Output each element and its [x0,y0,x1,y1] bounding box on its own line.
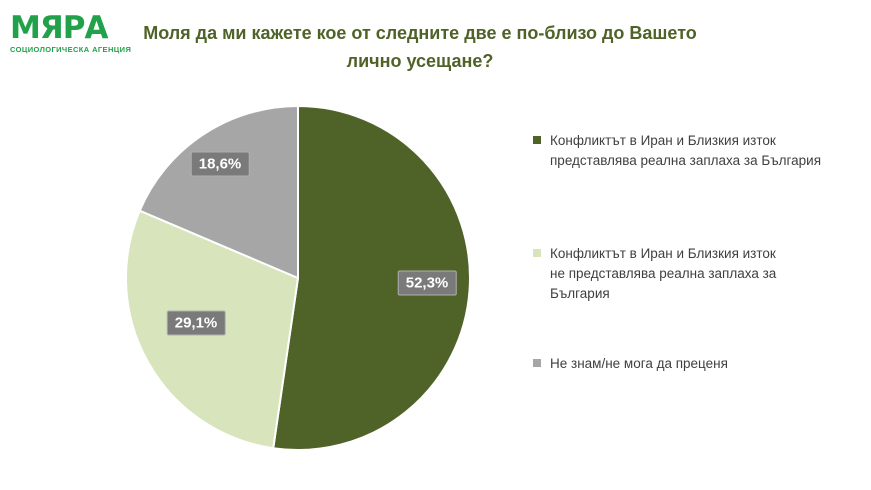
logo-wordmark: МЯРА [10,10,108,46]
legend-label-3: Не знам/не мога да преценя [550,356,728,371]
agency-logo: МЯРА СОЦИОЛОГИЧЕСКА АГЕНЦИЯ [10,10,132,55]
pie-chart [125,105,471,451]
chart-title-line1: Моля да ми кажете кое от следните две е … [143,23,697,43]
pie-slice-1 [272,105,471,451]
chart-title: Моля да ми кажете кое от следните две е … [135,19,705,75]
legend-item-2: Конфликтът в Иран и Близкия изток не пред… [533,244,776,304]
legend-marker-3 [533,359,541,367]
legend-label-1: Конфликтът в Иран и Близкия изток предста… [550,133,822,168]
legend-item-1: Конфликтът в Иран и Близкия изток предста… [533,131,821,171]
legend-label-2: Конфликтът в Иран и Близкия изток не пред… [550,246,777,301]
legend-marker-2 [533,249,541,257]
legend-item-3: Не знам/не мога да преценя [533,354,728,374]
pie-slice-3 [138,105,299,279]
logo-tagline: СОЦИОЛОГИЧЕСКА АГЕНЦИЯ [10,45,132,54]
chart-legend: Конфликтът в Иран и Близкия изток предста… [533,0,863,490]
chart-title-line2: лично усещане? [346,51,494,71]
legend-marker-1 [533,136,541,144]
